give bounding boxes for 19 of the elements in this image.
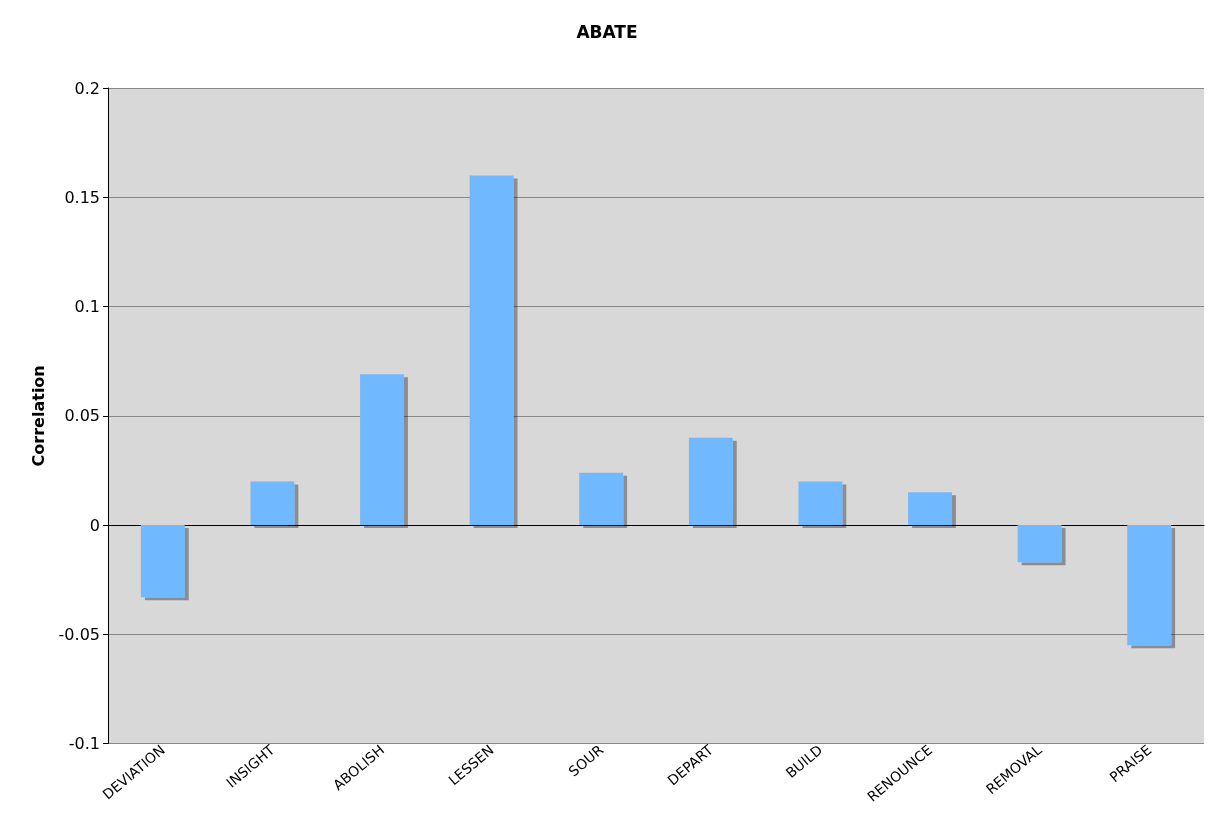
bar: [250, 481, 295, 526]
y-tick-label: 0: [89, 515, 100, 535]
bar: [908, 492, 952, 526]
bar: [579, 472, 624, 526]
y-tick-label: 0.05: [64, 406, 100, 426]
bar: [1127, 525, 1172, 646]
y-tick-label: 0.2: [74, 78, 100, 98]
bar: [360, 374, 404, 526]
y-tick-label: 0.1: [74, 297, 100, 317]
chart-title: ABATE: [576, 21, 638, 42]
bar: [798, 481, 843, 526]
y-axis-title: Correlation: [28, 365, 48, 467]
y-tick-label: -0.1: [68, 734, 100, 754]
bar: [1017, 525, 1062, 563]
y-tick-label: 0.15: [64, 187, 100, 207]
y-tick-label: -0.05: [58, 624, 100, 644]
bar: [469, 175, 514, 526]
bar: [140, 525, 185, 598]
bar: [688, 437, 733, 526]
